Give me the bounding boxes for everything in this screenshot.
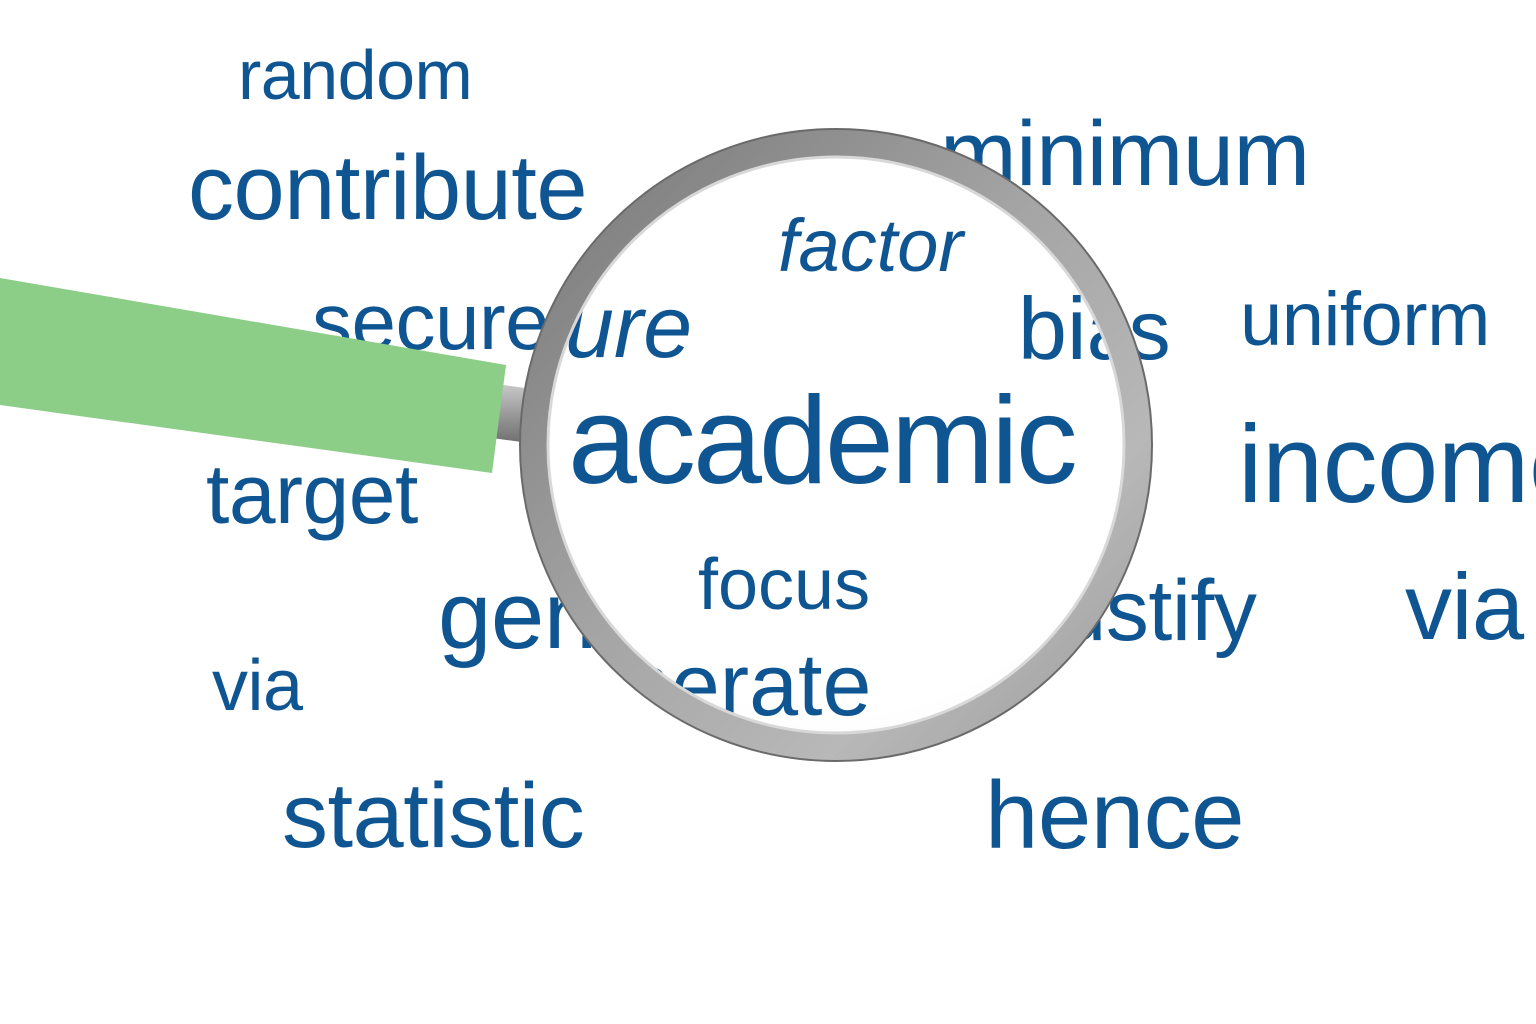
word-uniform: uniform [1240, 277, 1490, 362]
word-target: target [206, 447, 418, 541]
lens-word-focus: focus [698, 545, 871, 625]
word-secure: secure [312, 277, 550, 366]
word-minimum: minimum [940, 103, 1310, 205]
word-via-right: via [1405, 554, 1524, 659]
lens-word-academic: academic [568, 372, 1078, 510]
lens-word-secure: secure [548, 277, 693, 376]
word-hence: hence [985, 762, 1245, 869]
lens-word-generate: generate [548, 635, 872, 733]
word-via-left: via [212, 646, 303, 726]
magnifier-neck [492, 384, 540, 444]
lens-word-factor: factor [778, 204, 964, 287]
word-contribute: contribute [188, 137, 588, 239]
lens-word-bias: bias [1018, 279, 1124, 378]
word-statistic: statistic [282, 765, 585, 867]
word-income: income [1238, 403, 1536, 526]
word-random: random [238, 36, 473, 114]
magnifier-lens: factor secure bias academic focus genera… [548, 157, 1124, 733]
